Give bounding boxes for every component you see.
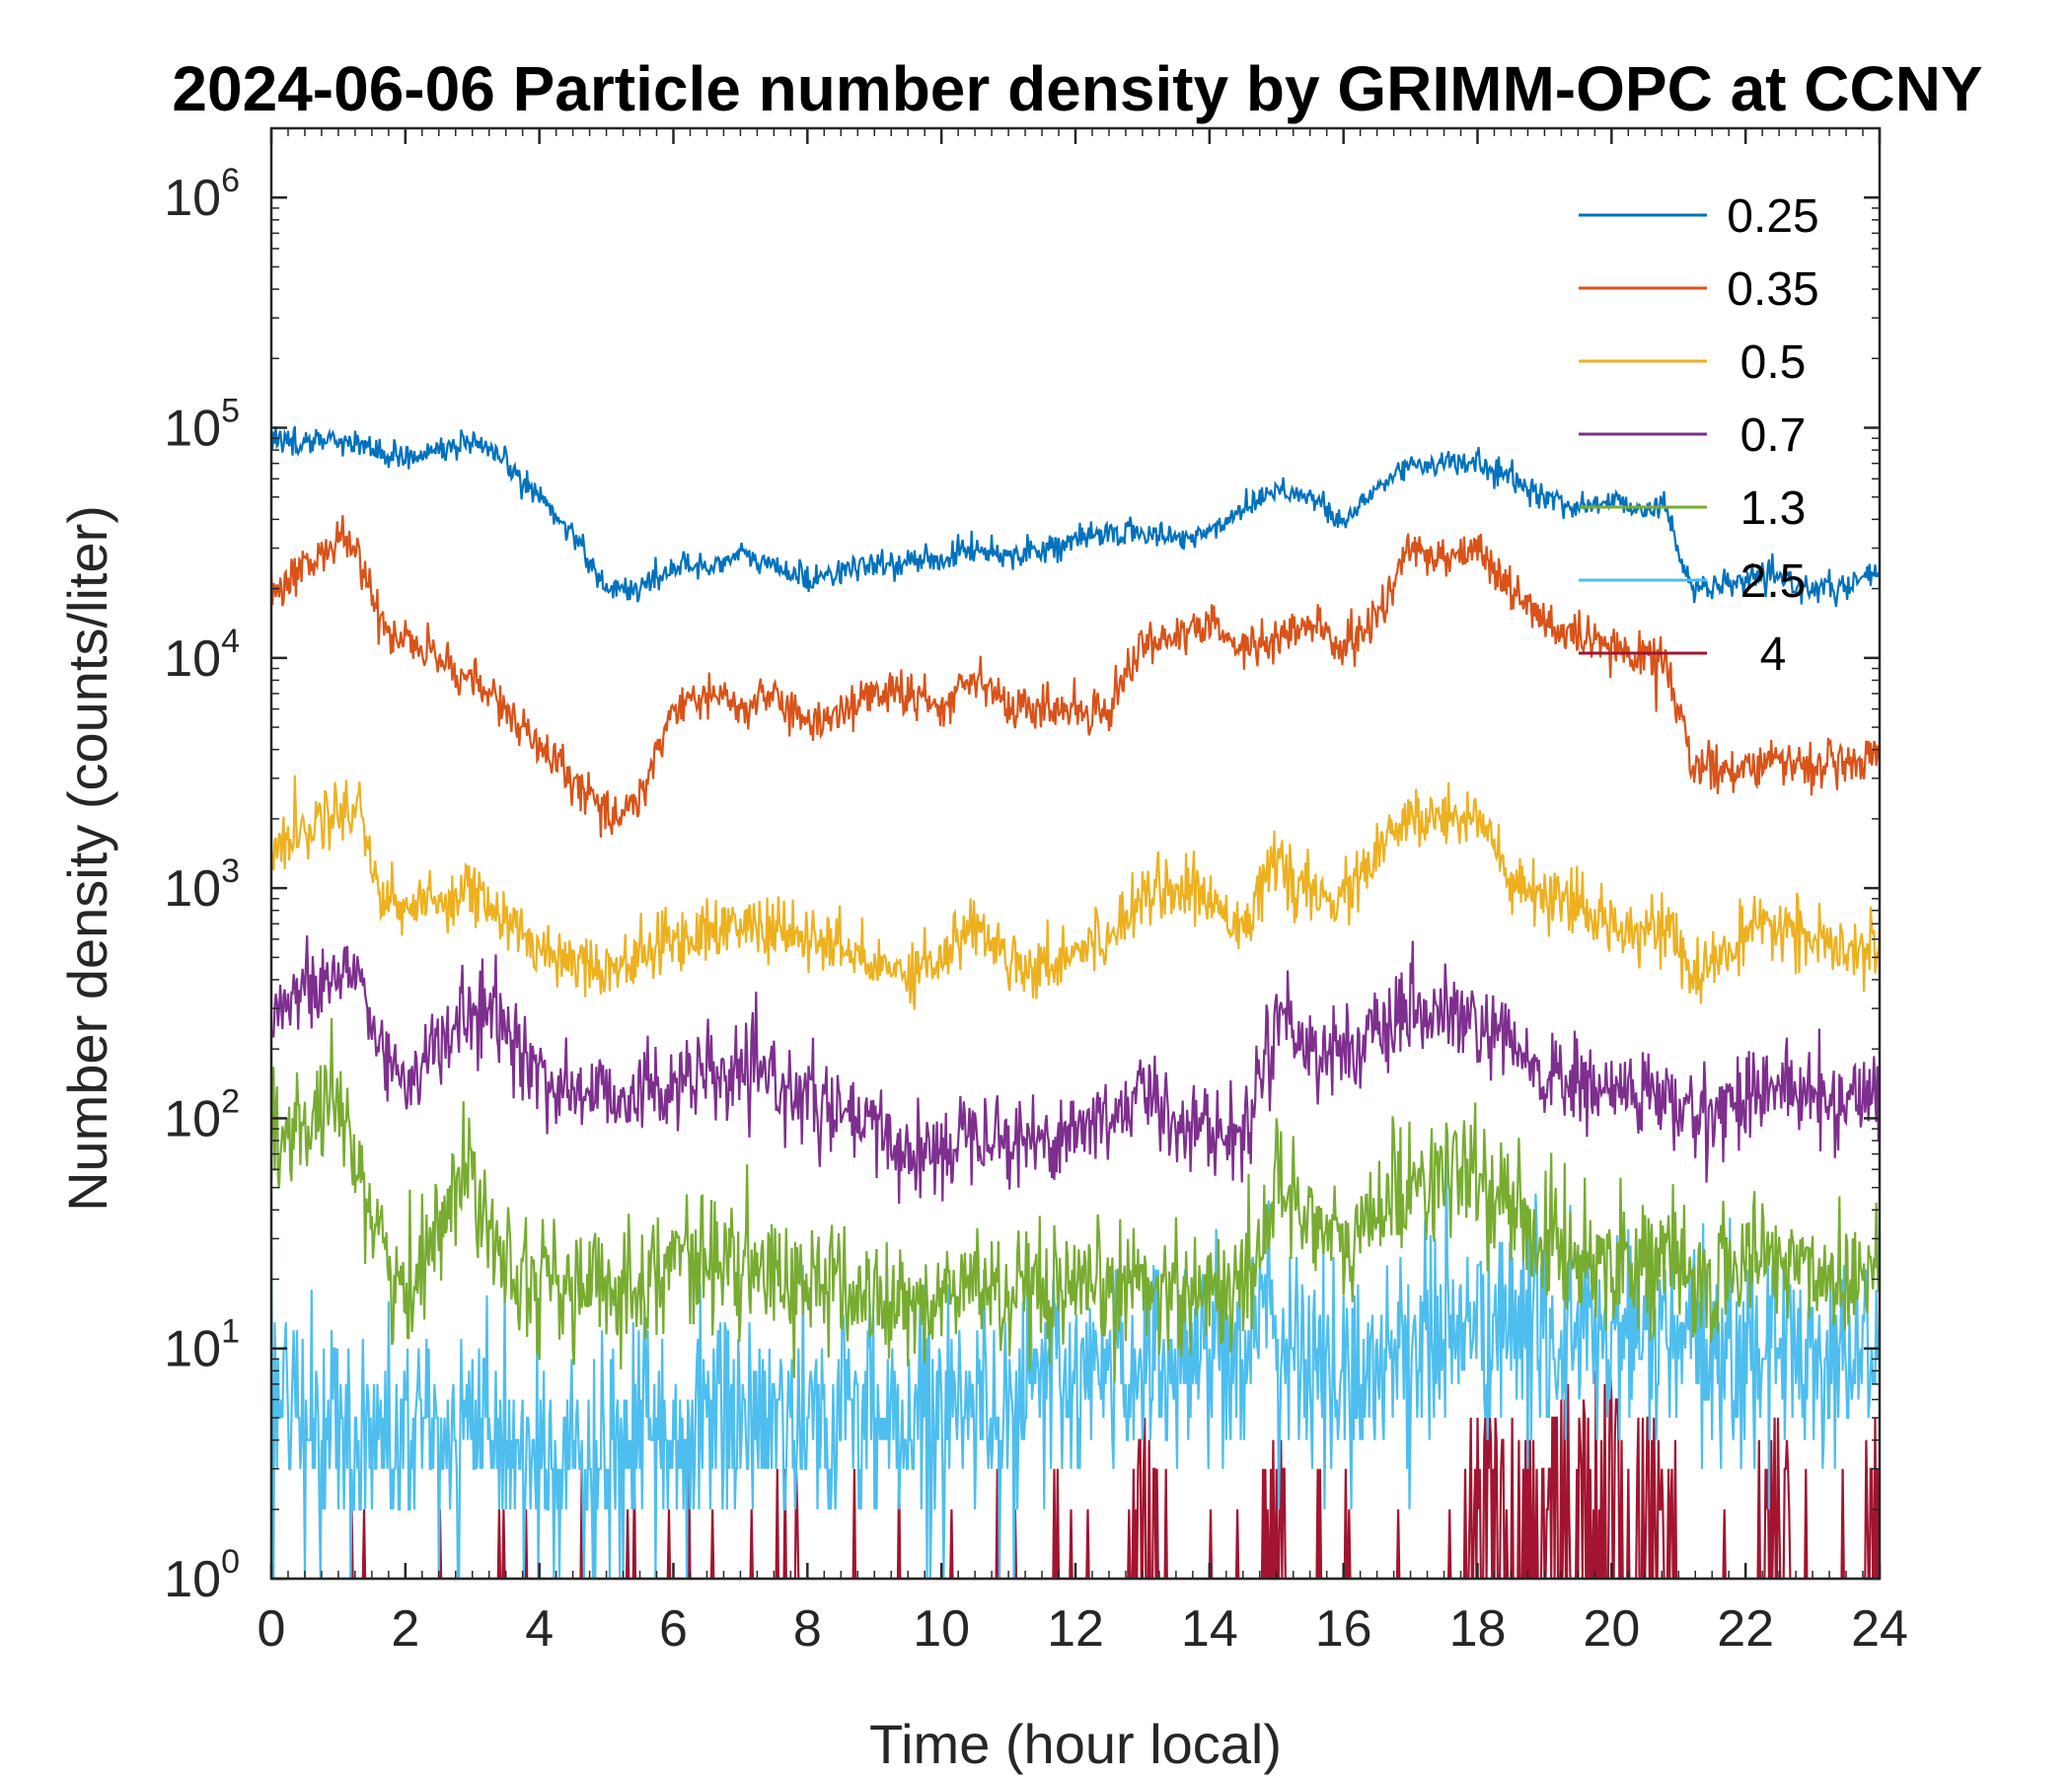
legend-label-4: 4 [1760,629,1787,681]
x-tick-label: 10 [913,1600,970,1658]
series-line-1.3 [269,1017,1882,1383]
x-tick-label: 18 [1449,1600,1507,1658]
x-tick-label: 2 [391,1600,419,1658]
y-tick-label: 105 [164,393,240,458]
x-tick-label: 4 [525,1600,554,1658]
y-axis-label: Number density (counts/liter) [56,505,118,1212]
x-tick-label: 22 [1717,1600,1774,1658]
y-tick-label: 106 [164,162,240,227]
x-tick-label: 24 [1851,1600,1908,1658]
x-tick-label: 12 [1047,1600,1104,1658]
x-tick-label: 14 [1181,1600,1238,1658]
series-line-2.5 [269,1137,1882,1581]
x-tick-label: 6 [659,1600,688,1658]
legend-label-2.5: 2.5 [1740,555,1807,608]
legend-label-0.5: 0.5 [1740,336,1807,389]
y-tick-label: 104 [164,623,240,688]
x-axis-label: Time (hour local) [869,1713,1282,1775]
y-tick-label: 100 [164,1543,240,1608]
axes-layer: 0 2 4 6 8 10 12 14 16 18 20 22 241001011021031041051… [164,126,1908,1658]
legend-label-0.7: 0.7 [1740,409,1807,462]
legend-label-1.3: 1.3 [1740,482,1807,535]
x-tick-label: 20 [1583,1600,1640,1658]
legend-label-0.25: 0.25 [1727,190,1818,243]
series-line-0.35 [269,515,1882,838]
series-line-0.25 [270,425,1881,608]
legend-label-0.35: 0.35 [1727,263,1818,316]
y-tick-label: 102 [164,1082,240,1147]
series-line-0.5 [269,775,1882,1010]
x-tick-label: 16 [1315,1600,1372,1658]
y-tick-label: 103 [164,852,240,918]
x-tick-label: 8 [793,1600,822,1658]
series-line-0.7 [270,935,1882,1205]
chart-title: 2024-06-06 Particle number density by GR… [172,53,1982,124]
legend: 0.25 0.35 0.5 0.7 1.3 2.5 4 [1579,190,1819,681]
y-tick-label: 101 [164,1313,240,1378]
x-tick-label: 0 [258,1600,286,1658]
